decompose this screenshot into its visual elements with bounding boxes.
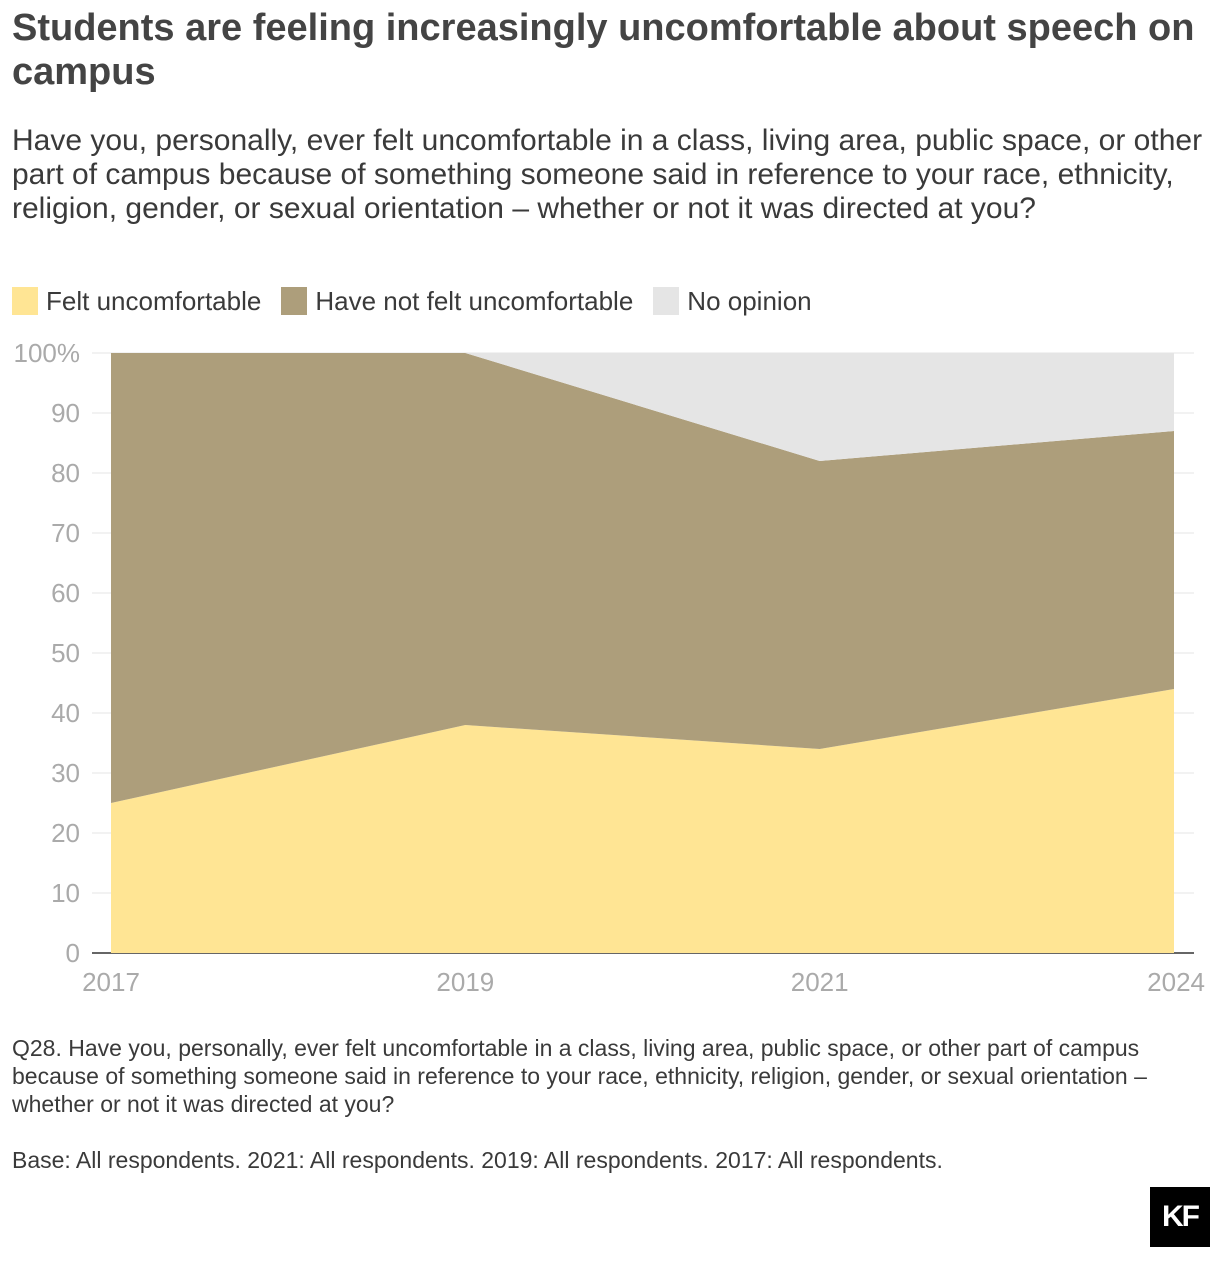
legend-item-no-opinion: No opinion bbox=[653, 285, 812, 317]
x-tick-label: 2019 bbox=[436, 967, 494, 997]
y-tick-label: 50 bbox=[51, 638, 80, 668]
y-tick-label: 70 bbox=[51, 518, 80, 548]
legend-swatch-no-opinion bbox=[653, 287, 680, 315]
kf-logo-text: KF bbox=[1162, 1200, 1200, 1233]
x-tick-label: 2017 bbox=[82, 967, 140, 997]
y-tick-label: 80 bbox=[51, 458, 80, 488]
chart-subtitle: Have you, personally, ever felt uncomfor… bbox=[12, 124, 1203, 225]
y-tick-label: 0 bbox=[66, 938, 80, 968]
legend-item-have-not-felt-uncomfortable: Have not felt uncomfortable bbox=[281, 286, 633, 317]
question-footnote: Q28. Have you, personally, ever felt unc… bbox=[12, 1035, 1147, 1117]
legend-label-no-opinion: No opinion bbox=[687, 285, 812, 316]
legend: Felt uncomfortable Have not felt uncomfo… bbox=[12, 284, 812, 318]
stacked-area-chart: 0 10 20 30 40 50 60 70 80 90 100% 2017 2019 2021 2024 bbox=[14, 338, 1206, 997]
area-no-opinion bbox=[111, 353, 1174, 461]
kf-logo: KF bbox=[1150, 1187, 1210, 1247]
legend-swatch-have-not-felt-uncomfortable bbox=[281, 287, 308, 315]
y-tick-label: 40 bbox=[51, 698, 80, 728]
y-tick-label: 90 bbox=[51, 398, 80, 428]
legend-item-felt-uncomfortable: Felt uncomfortable bbox=[12, 286, 261, 317]
x-axis-tick-labels: 2017 2019 2021 2024 bbox=[82, 967, 1205, 997]
base-note: Base: All respondents. 2021: All respond… bbox=[12, 1147, 943, 1173]
area-felt-uncomfortable bbox=[111, 689, 1174, 953]
legend-label-have-not-felt-uncomfortable: Have not felt uncomfortable bbox=[315, 285, 634, 316]
y-axis-tick-labels: 0 10 20 30 40 50 60 70 80 90 100% bbox=[14, 338, 81, 968]
chart-title: Students are feeling increasingly uncomf… bbox=[12, 7, 1195, 93]
y-tick-label: 20 bbox=[51, 818, 80, 848]
legend-label-felt-uncomfortable: Felt uncomfortable bbox=[46, 285, 262, 316]
x-tick-label: 2021 bbox=[791, 967, 849, 997]
y-tick-label: 10 bbox=[51, 878, 80, 908]
x-tick-label: 2024 bbox=[1147, 967, 1205, 997]
y-tick-label: 100% bbox=[14, 338, 81, 368]
area-series bbox=[111, 353, 1174, 953]
y-tick-label: 60 bbox=[51, 578, 80, 608]
y-tick-label: 30 bbox=[51, 758, 80, 788]
area-have-not-felt-uncomfortable bbox=[111, 353, 1174, 803]
legend-swatch-felt-uncomfortable bbox=[12, 287, 38, 315]
